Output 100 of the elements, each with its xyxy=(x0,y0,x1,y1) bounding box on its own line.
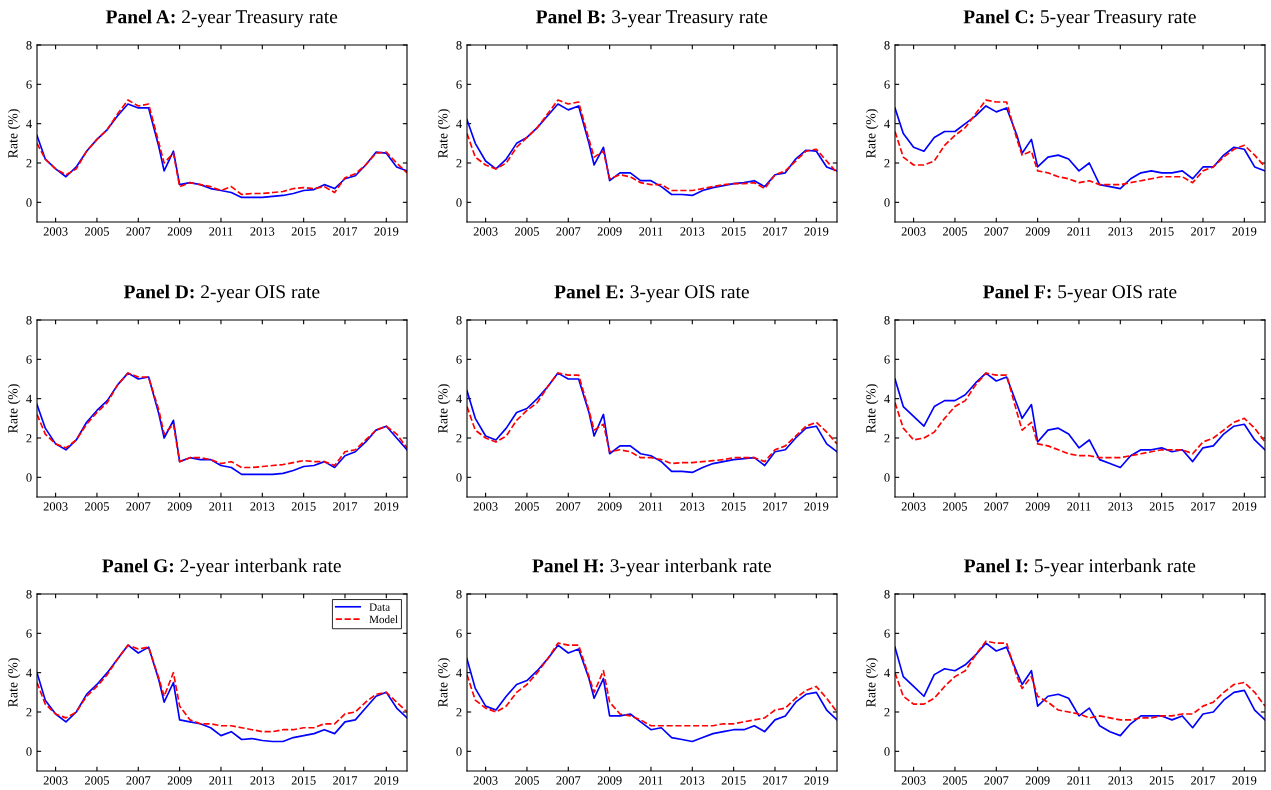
y-tick-label: 4 xyxy=(26,668,32,677)
y-tick-label: 6 xyxy=(456,80,462,89)
y-tick-label: 4 xyxy=(456,119,462,128)
x-tick-label: 2013 xyxy=(250,502,275,511)
x-tick-label: 2011 xyxy=(1067,227,1091,236)
x-tick-label: 2013 xyxy=(1108,227,1133,236)
y-axis-title: Rate (%) xyxy=(865,384,879,433)
x-tick-label: 2005 xyxy=(514,227,539,236)
x-tick-label: 2017 xyxy=(333,776,358,785)
x-tick-label: 2007 xyxy=(984,502,1009,511)
x-tick-label: 2019 xyxy=(1232,502,1257,511)
x-tick-label: 2015 xyxy=(721,227,746,236)
y-axis-title: Rate (%) xyxy=(865,109,879,158)
y-axis-title: Rate (%) xyxy=(437,658,451,707)
x-tick-label: 2009 xyxy=(167,502,192,511)
x-tick-label: 2003 xyxy=(473,776,498,785)
x-tick-label: 2003 xyxy=(43,227,68,236)
x-tick-label: 2015 xyxy=(1149,227,1174,236)
y-tick-label: 4 xyxy=(26,119,32,128)
y-tick-label: 0 xyxy=(456,198,462,207)
y-tick-label: 8 xyxy=(26,41,32,50)
y-tick-label: 0 xyxy=(26,473,32,482)
x-tick-label: 2013 xyxy=(250,776,275,785)
y-tick-label: 2 xyxy=(884,159,890,168)
x-tick-label: 2011 xyxy=(1067,502,1091,511)
x-tick-label: 2009 xyxy=(1025,502,1050,511)
y-tick-label: 4 xyxy=(26,394,32,403)
x-tick-label: 2011 xyxy=(639,502,663,511)
x-tick-label: 2003 xyxy=(901,502,926,511)
chart-title: Panel E: 3-year OIS rate xyxy=(554,284,749,303)
line-series xyxy=(467,644,837,743)
x-tick-label: 2009 xyxy=(1025,776,1050,785)
y-axis-title: Rate (%) xyxy=(437,384,451,433)
x-tick-label: 2007 xyxy=(556,776,581,785)
chart-title: Panel G: 2-year interbank rate xyxy=(102,558,341,577)
y-tick-label: 4 xyxy=(884,394,890,403)
y-tick-label: 6 xyxy=(26,80,32,89)
x-tick-label: 2005 xyxy=(942,227,967,236)
line-series xyxy=(467,642,837,727)
y-tick-label: 0 xyxy=(26,198,32,207)
x-tick-label: 2007 xyxy=(984,227,1009,236)
y-tick-label: 2 xyxy=(456,708,462,717)
y-tick-label: 2 xyxy=(26,159,32,168)
legend-label: Data xyxy=(369,603,390,611)
x-tick-label: 2011 xyxy=(209,502,233,511)
x-tick-label: 2013 xyxy=(680,776,705,785)
x-tick-label: 2009 xyxy=(1025,227,1050,236)
y-tick-label: 6 xyxy=(884,80,890,89)
x-tick-label: 2019 xyxy=(1232,776,1257,785)
x-tick-label: 2019 xyxy=(374,502,399,511)
x-tick-label: 2005 xyxy=(84,776,109,785)
x-tick-label: 2005 xyxy=(514,776,539,785)
y-tick-label: 0 xyxy=(884,747,890,756)
chart-title: Panel F: 5-year OIS rate xyxy=(983,284,1177,303)
line-series xyxy=(895,640,1265,721)
x-tick-label: 2007 xyxy=(126,227,151,236)
x-tick-label: 2019 xyxy=(374,227,399,236)
y-axis-title: Rate (%) xyxy=(865,658,879,707)
line-series xyxy=(895,642,1265,737)
x-tick-label: 2017 xyxy=(763,776,788,785)
chart-title: Panel I: 5-year interbank rate xyxy=(964,558,1196,577)
x-tick-label: 2011 xyxy=(209,227,233,236)
chart-title: Panel D: 2-year OIS rate xyxy=(123,284,320,303)
x-tick-label: 2015 xyxy=(291,227,316,236)
y-tick-label: 4 xyxy=(884,668,890,677)
x-tick-label: 2009 xyxy=(597,502,622,511)
x-tick-label: 2005 xyxy=(514,502,539,511)
y-tick-label: 2 xyxy=(26,434,32,443)
x-tick-label: 2003 xyxy=(901,227,926,236)
x-tick-label: 2013 xyxy=(680,502,705,511)
y-tick-label: 2 xyxy=(884,434,890,443)
chart-title: Panel C: 5-year Treasury rate xyxy=(963,9,1196,28)
x-tick-label: 2009 xyxy=(597,227,622,236)
x-tick-label: 2003 xyxy=(901,776,926,785)
x-tick-label: 2009 xyxy=(597,776,622,785)
x-tick-label: 2005 xyxy=(942,502,967,511)
x-tick-label: 2019 xyxy=(804,776,829,785)
x-tick-label: 2011 xyxy=(209,776,233,785)
chart-title: Panel H: 3-year interbank rate xyxy=(532,558,772,577)
y-tick-label: 6 xyxy=(456,355,462,364)
x-tick-label: 2007 xyxy=(126,502,151,511)
x-tick-label: 2007 xyxy=(126,776,151,785)
x-tick-label: 2019 xyxy=(804,502,829,511)
y-tick-label: 6 xyxy=(26,355,32,364)
x-tick-label: 2017 xyxy=(763,502,788,511)
y-tick-label: 8 xyxy=(456,41,462,50)
x-tick-label: 2019 xyxy=(1232,227,1257,236)
y-tick-label: 6 xyxy=(456,629,462,638)
x-tick-label: 2011 xyxy=(1067,776,1091,785)
x-tick-label: 2003 xyxy=(43,502,68,511)
y-tick-label: 8 xyxy=(884,316,890,325)
y-tick-label: 8 xyxy=(26,590,32,599)
y-tick-label: 4 xyxy=(884,119,890,128)
y-tick-label: 0 xyxy=(456,747,462,756)
y-tick-label: 8 xyxy=(456,590,462,599)
x-tick-label: 2003 xyxy=(473,227,498,236)
x-tick-label: 2015 xyxy=(1149,776,1174,785)
y-tick-label: 4 xyxy=(456,668,462,677)
y-tick-label: 0 xyxy=(884,198,890,207)
legend-label: Model xyxy=(369,615,398,624)
